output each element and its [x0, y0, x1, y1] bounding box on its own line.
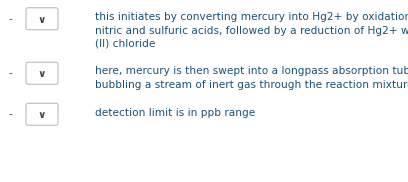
- Text: ∨: ∨: [38, 69, 46, 79]
- Text: ∨: ∨: [38, 15, 46, 25]
- Text: (II) chloride: (II) chloride: [95, 39, 155, 49]
- Text: detection limit is in ppb range: detection limit is in ppb range: [95, 108, 255, 118]
- Text: -: -: [8, 109, 12, 119]
- Text: bubbling a stream of inert gas through the reaction mixture: bubbling a stream of inert gas through t…: [95, 80, 408, 90]
- FancyBboxPatch shape: [26, 62, 58, 84]
- Text: -: -: [8, 14, 12, 24]
- Text: this initiates by converting mercury into Hg2+ by oxidation from: this initiates by converting mercury int…: [95, 12, 408, 22]
- Text: -: -: [8, 68, 12, 78]
- FancyBboxPatch shape: [26, 8, 58, 30]
- FancyBboxPatch shape: [26, 103, 58, 125]
- Text: ∨: ∨: [38, 110, 46, 120]
- Text: nitric and sulfuric acids, followed by a reduction of Hg2+ with tin: nitric and sulfuric acids, followed by a…: [95, 25, 408, 35]
- Text: here, mercury is then swept into a longpass absorption tube by: here, mercury is then swept into a longp…: [95, 66, 408, 76]
